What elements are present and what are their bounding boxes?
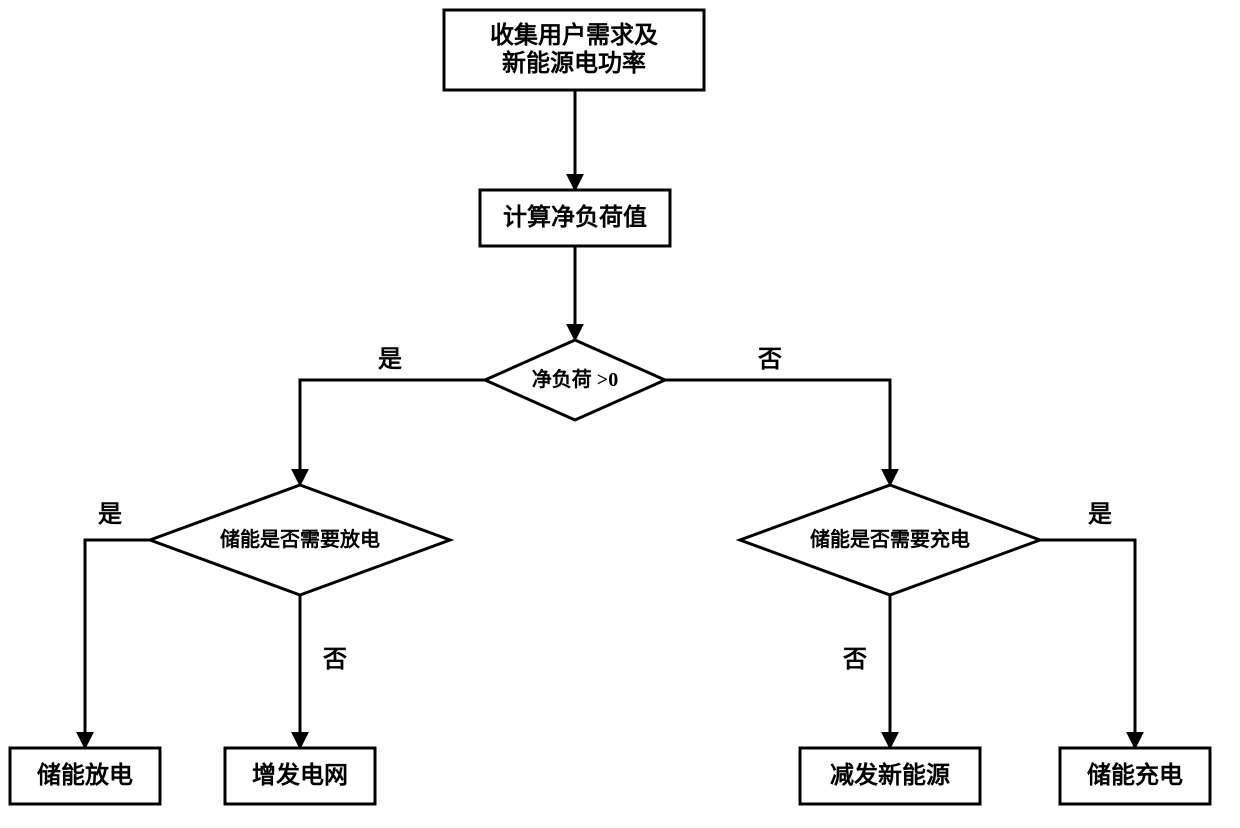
node-n1-line-1: 新能源电功率 xyxy=(502,49,646,77)
node-n1-line-0: 收集用户需求及 xyxy=(490,21,658,49)
node-r2: 增发电网 xyxy=(225,748,375,804)
node-r3-line-0: 减发新能源 xyxy=(830,761,950,789)
node-r3: 减发新能源 xyxy=(800,748,980,804)
node-d1: 净负荷 >0 xyxy=(485,340,665,420)
node-r2-line-0: 增发电网 xyxy=(252,761,348,789)
node-d3: 储能是否需要充电 xyxy=(740,485,1040,595)
rect-n1 xyxy=(444,10,704,90)
node-d2: 储能是否需要放电 xyxy=(150,485,450,595)
edge-label-d3-r3: 否 xyxy=(842,647,867,673)
node-r4: 储能充电 xyxy=(1060,748,1210,804)
node-d2-line-0: 储能是否需要放电 xyxy=(220,527,380,551)
node-d3-line-0: 储能是否需要充电 xyxy=(810,527,970,551)
node-n2: 计算净负荷值 xyxy=(480,190,670,246)
nodes-group: 收集用户需求及新能源电功率计算净负荷值净负荷 >0储能是否需要放电储能是否需要充… xyxy=(10,10,1210,804)
node-r4-line-0: 储能充电 xyxy=(1087,761,1183,789)
node-d1-line-0: 净负荷 >0 xyxy=(532,367,618,391)
edge-label-d1-d2: 是 xyxy=(378,347,402,373)
node-n2-line-0: 计算净负荷值 xyxy=(503,203,647,231)
edge-label-d3-r4: 是 xyxy=(1088,502,1112,528)
edge-label-d2-r1: 是 xyxy=(98,502,122,528)
edge-label-d2-r2: 否 xyxy=(322,647,347,673)
edge-d3-r4 xyxy=(1040,540,1135,748)
flowchart-diagram: 是否是否否是收集用户需求及新能源电功率计算净负荷值净负荷 >0储能是否需要放电储… xyxy=(0,0,1240,828)
edge-d2-r1 xyxy=(85,540,150,748)
node-r1-line-0: 储能放电 xyxy=(37,761,133,789)
node-n1: 收集用户需求及新能源电功率 xyxy=(444,10,704,90)
edge-label-d1-d3: 否 xyxy=(757,347,782,373)
edge-d1-d3 xyxy=(665,380,890,485)
edge-d1-d2 xyxy=(300,380,485,485)
node-r1: 储能放电 xyxy=(10,748,160,804)
